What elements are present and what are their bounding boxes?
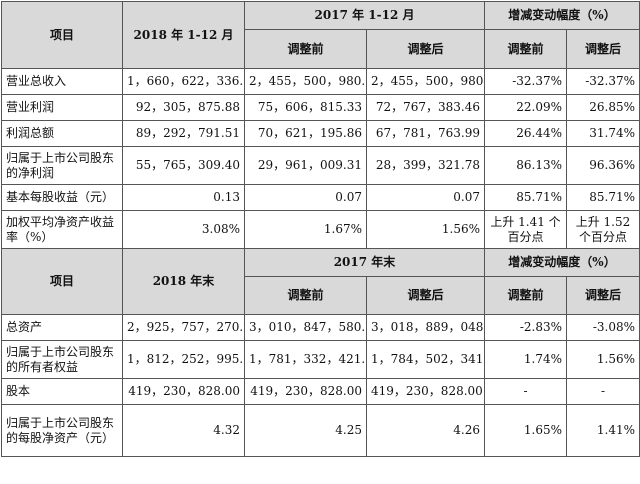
balance-header-row-1: 项目 2018 年末 2017 年末 增减变动幅度（%） [1,248,640,315]
row-label: 利润总额 [1,120,123,147]
value-2018: 92，305，875.88 [122,94,245,121]
change-before: 85.71% [484,184,567,211]
table-row: 利润总额 89，292，791.51 70，621，195.86 67，781，… [1,120,640,147]
row-label: 基本每股收益（元） [1,184,123,211]
value-2017-before: 3，010，847，580.74 [244,314,367,341]
change-after: - [566,378,640,405]
income-header-row-1: 项目 2018 年 1-12 月 2017 年 1-12 月 增减变动幅度（%） [1,0,640,69]
row-label: 加权平均净资产收益率（%） [1,210,123,249]
value-2018: 1，812，252，995.67 [122,340,245,379]
change-after: 1.56% [566,340,640,379]
change-after: 31.74% [566,120,640,147]
value-2018: 1，660，622，336.04 [122,68,245,95]
income-header-2018: 2018 年 1-12 月 [122,1,245,69]
change-before: 26.44% [484,120,567,147]
change-after: 85.71% [566,184,640,211]
balance-header-item: 项目 [1,248,123,315]
change-before: 86.13% [484,146,567,185]
row-label: 营业利润 [1,94,123,121]
change-before: -2.83% [484,314,567,341]
value-2018: 3.08% [122,210,245,249]
change-after: 1.41% [566,404,640,457]
income-header-2017: 2017 年 1-12 月 [244,0,485,31]
balance-header-change: 增减变动幅度（%） [484,248,640,277]
change-after: 上升 1.52 个百分点 [566,210,640,249]
balance-header-row-2: 调整前 调整后 调整前 调整后 [2,276,640,315]
value-2017-before: 1.67% [244,210,367,249]
table-row: 加权平均净资产收益率（%） 3.08% 1.67% 1.56% 上升 1.41 … [1,210,640,249]
change-after: 26.85% [566,94,640,121]
change-before: 22.09% [484,94,567,121]
value-2017-before: 419，230，828.00 [244,378,367,405]
value-2018: 55，765，309.40 [122,146,245,185]
balance-header-before: 调整前 [244,276,367,315]
value-2017-after: 72，767，383.46 [366,94,485,121]
value-2017-before: 75，606，815.33 [244,94,367,121]
row-label: 营业总收入 [1,68,123,95]
value-2017-after: 0.07 [366,184,485,211]
financial-summary-table: 项目 2018 年 1-12 月 2017 年 1-12 月 增减变动幅度（%）… [1,0,640,457]
value-2017-after: 4.26 [366,404,485,457]
value-2018: 419，230，828.00 [122,378,245,405]
income-header-change-before: 调整前 [484,29,567,69]
change-before: - [484,378,567,405]
value-2017-before: 1，781，332，421.75 [244,340,367,379]
value-2017-before: 2，455，500，980.64 [244,68,367,95]
income-header-after: 调整后 [366,29,485,69]
value-2017-after: 419，230，828.00 [366,378,485,405]
table-row: 归属于上市公司股东的所有者权益 1，812，252，995.67 1，781，3… [1,340,640,379]
balance-header-after: 调整后 [366,276,485,315]
row-label: 总资产 [1,314,123,341]
value-2018: 4.32 [122,404,245,457]
balance-header-2017: 2017 年末 [244,248,485,277]
value-2017-before: 29，961，009.31 [244,146,367,185]
change-after: 96.36% [566,146,640,185]
value-2017-before: 4.25 [244,404,367,457]
value-2017-after: 3，018，889，048.83 [366,314,485,341]
value-2017-before: 0.07 [244,184,367,211]
table-row: 归属于上市公司股东的净利润 55，765，309.40 29，961，009.3… [1,146,640,185]
value-2017-after: 67，781，763.99 [366,120,485,147]
income-header-row-2: 调整前 调整后 调整前 调整后 [2,29,640,69]
table-row: 归属于上市公司股东的每股净资产（元） 4.32 4.25 4.26 1.65% … [1,404,640,457]
change-before: 1.65% [484,404,567,457]
value-2018: 2，925，757，270.91 [122,314,245,341]
table-row: 营业利润 92，305，875.88 75，606，815.33 72，767，… [1,94,640,121]
change-before: -32.37% [484,68,567,95]
row-label: 股本 [1,378,123,405]
row-label: 归属于上市公司股东的所有者权益 [1,340,123,379]
income-header-item: 项目 [1,1,123,69]
change-before: 上升 1.41 个百分点 [484,210,567,249]
value-2017-after: 28，399，321.78 [366,146,485,185]
table-row: 总资产 2，925，757，270.91 3，010，847，580.74 3，… [1,314,640,341]
value-2017-after: 1，784，502，341.98 [366,340,485,379]
value-2017-after: 1.56% [366,210,485,249]
row-label: 归属于上市公司股东的净利润 [1,146,123,185]
value-2017-before: 70，621，195.86 [244,120,367,147]
change-after: -32.37% [566,68,640,95]
change-after: -3.08% [566,314,640,341]
balance-header-change-after: 调整后 [566,276,640,315]
value-2018: 89，292，791.51 [122,120,245,147]
income-header-change-after: 调整后 [566,29,640,69]
balance-header-change-before: 调整前 [484,276,567,315]
table-row: 营业总收入 1，660，622，336.04 2，455，500，980.64 … [1,68,640,95]
income-header-change: 增减变动幅度（%） [484,0,640,31]
table-row: 股本 419，230，828.00 419，230，828.00 419，230… [1,378,640,405]
income-header-before: 调整前 [244,29,367,69]
value-2018: 0.13 [122,184,245,211]
row-label: 归属于上市公司股东的每股净资产（元） [1,404,123,457]
change-before: 1.74% [484,340,567,379]
value-2017-after: 2，455，500，980.64 [366,68,485,95]
balance-header-2018: 2018 年末 [122,248,245,315]
table-row: 基本每股收益（元） 0.13 0.07 0.07 85.71% 85.71% [1,184,640,211]
